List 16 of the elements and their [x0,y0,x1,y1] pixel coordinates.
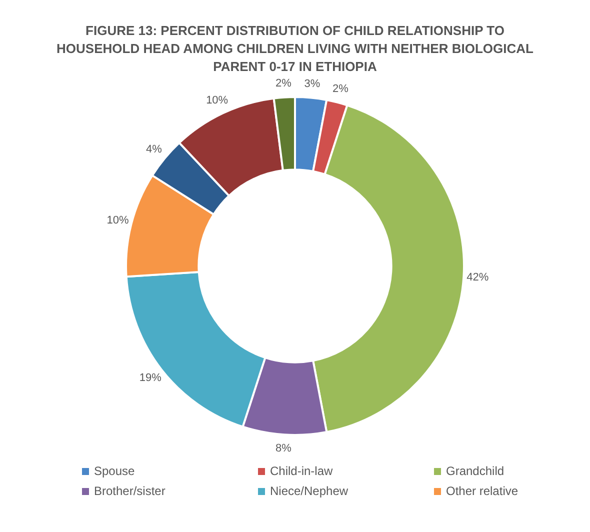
data-label: 10% [206,94,228,106]
data-label: 8% [276,442,292,455]
legend-label: Other relative [445,484,520,498]
legend-label: Niece/Nephew [269,484,350,498]
chart-title: FIGURE 13: PERCENT DISTRIBUTION OF CHILD RELATIONSHIP TO HOUSEHOLD HEAD AMONG CHILDREN LIVING WITH NEITHER BIOLOGICAL PARENT 0-17 IN ETHIOPIA [56,22,534,76]
data-label: 10% [106,214,129,227]
data-label: 3% [304,78,320,90]
data-label: 19% [139,372,162,384]
legend-label: Child-in-law [269,464,334,478]
data-label: 42% [466,272,489,284]
data-label: 2% [332,82,349,95]
data-label: 4% [146,143,162,156]
legend-label: Spouse [93,464,136,478]
data-label: 2% [276,77,292,90]
legend-label: Brother/sister [93,484,166,498]
legend-label: Grandchild [445,464,506,478]
